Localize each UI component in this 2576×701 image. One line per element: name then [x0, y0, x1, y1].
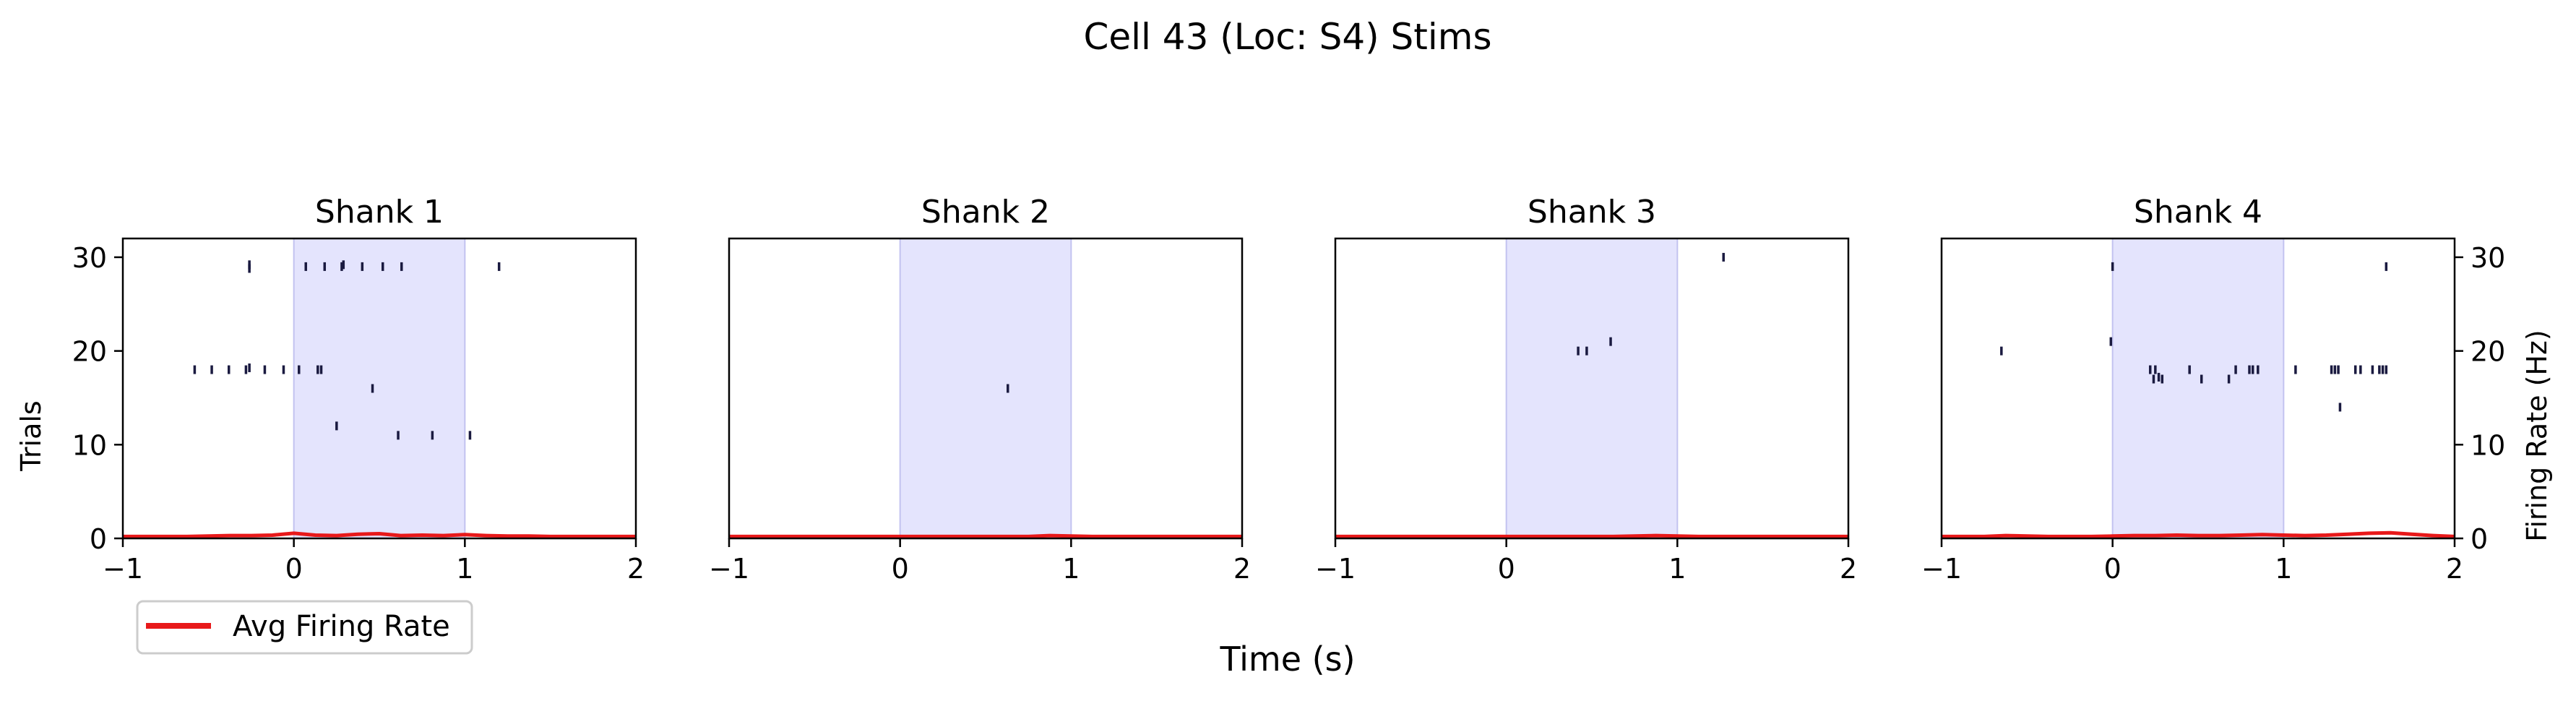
- axes-frame: [1940, 237, 2456, 540]
- legend: Avg Firing Rate: [136, 600, 473, 655]
- legend-frame: [136, 600, 473, 655]
- x-tick-label: −1: [1315, 553, 1356, 585]
- y-tick-label: 0: [2471, 523, 2488, 555]
- axes-frame: [728, 237, 1244, 540]
- axes-frame: [1334, 237, 1850, 540]
- y-axis-label-right: Firing Rate (Hz): [2521, 330, 2553, 542]
- x-tick-label: 0: [892, 553, 909, 585]
- panel-title: Shank 4: [2134, 194, 2262, 231]
- x-tick-label: 1: [2275, 553, 2292, 585]
- stim-window: [293, 238, 466, 539]
- panel-title: Shank 2: [921, 194, 1050, 231]
- axes-frame: [121, 237, 637, 540]
- y-tick-label: 10: [72, 429, 107, 461]
- avg-rate-line: [123, 531, 636, 538]
- x-tick-label: 1: [1062, 553, 1080, 585]
- x-tick-label: 2: [627, 553, 645, 585]
- x-tick-label: −1: [709, 553, 749, 585]
- x-tick-label: 2: [1840, 553, 1857, 585]
- stim-window: [899, 238, 1072, 539]
- legend-label: Avg Firing Rate: [233, 610, 450, 643]
- panel-title: Shank 3: [1528, 194, 1656, 231]
- y-axis-label-left: Trials: [15, 400, 47, 471]
- x-tick-label: −1: [103, 553, 143, 585]
- panel-3: −1 0 1 2 Shank 3: [1315, 194, 1857, 585]
- x-axis-label: Time (s): [1219, 640, 1355, 679]
- x-tick-label: 0: [2104, 553, 2121, 585]
- avg-rate-line: [1942, 530, 2455, 538]
- y-tick-label: 10: [2471, 429, 2505, 461]
- y-tick-label: 30: [2471, 242, 2505, 274]
- x-tick-label: −1: [1921, 553, 1962, 585]
- stim-window: [2111, 238, 2285, 539]
- y-tick-label: 0: [90, 523, 107, 555]
- x-tick-label: 2: [1233, 553, 1251, 585]
- figure-title: Cell 43 (Loc: S4) Stims: [1083, 16, 1491, 58]
- y-tick-label: 20: [72, 336, 107, 368]
- stim-window: [1505, 238, 1679, 539]
- y-tick-label: 20: [2471, 336, 2505, 368]
- x-tick-label: 0: [1498, 553, 1515, 585]
- x-tick-label: 0: [285, 553, 303, 585]
- x-tick-label: 1: [456, 553, 473, 585]
- y-tick-label: 30: [72, 242, 107, 274]
- panel-title: Shank 1: [315, 194, 444, 231]
- panel-2: −1 0 1 2 Shank 2: [709, 194, 1251, 585]
- x-tick-label: 2: [2446, 553, 2463, 585]
- x-tick-label: 1: [1668, 553, 1686, 585]
